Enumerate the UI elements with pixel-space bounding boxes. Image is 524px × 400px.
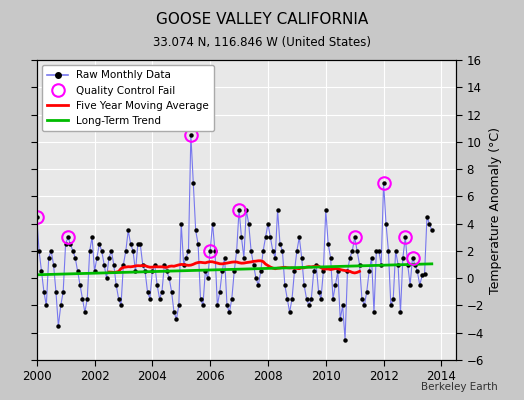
Legend: Raw Monthly Data, Quality Control Fail, Five Year Moving Average, Long-Term Tren: Raw Monthly Data, Quality Control Fail, … [42, 65, 214, 131]
Text: Berkeley Earth: Berkeley Earth [421, 382, 498, 392]
Text: GOOSE VALLEY CALIFORNIA: GOOSE VALLEY CALIFORNIA [156, 12, 368, 27]
Text: 33.074 N, 116.846 W (United States): 33.074 N, 116.846 W (United States) [153, 36, 371, 49]
Y-axis label: Temperature Anomaly (°C): Temperature Anomaly (°C) [489, 126, 502, 294]
